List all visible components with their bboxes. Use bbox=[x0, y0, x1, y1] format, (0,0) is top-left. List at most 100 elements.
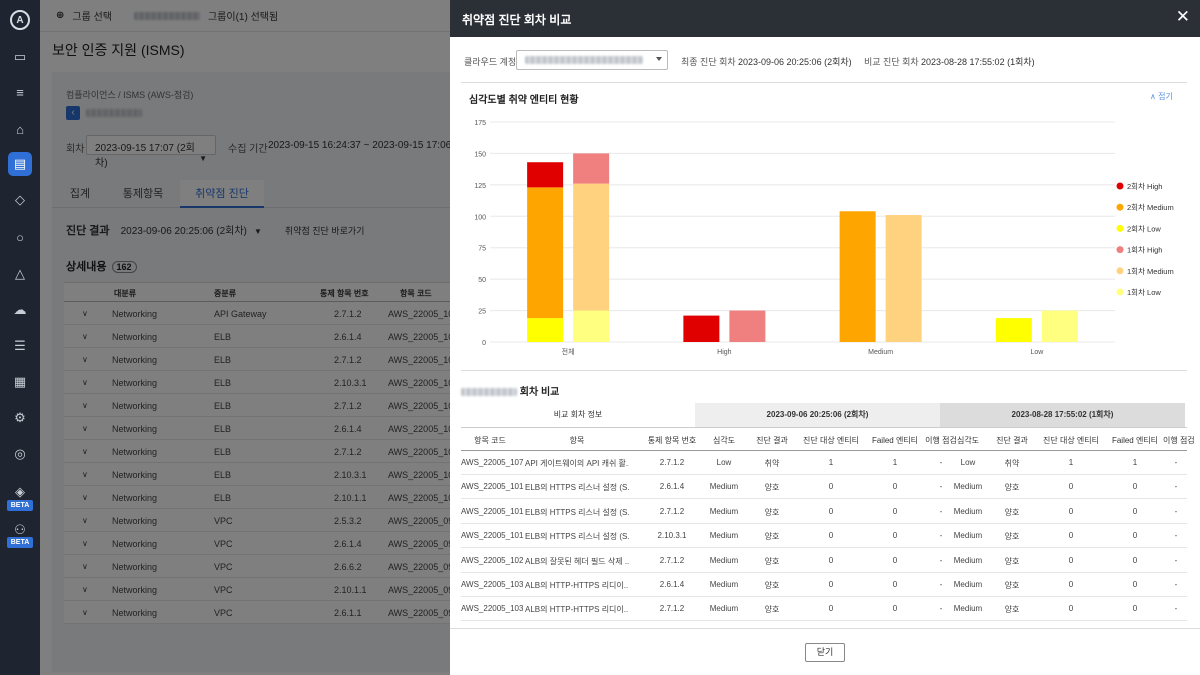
compare-cell: 0 bbox=[1068, 580, 1074, 589]
bar[interactable] bbox=[527, 187, 564, 319]
y-tick-label: 175 bbox=[474, 120, 486, 127]
compare-cell: Medium bbox=[953, 604, 983, 614]
close-button[interactable]: 닫기 bbox=[805, 643, 845, 662]
legend-label: 2회차 High bbox=[1127, 182, 1162, 191]
compare-cell: 양호 bbox=[1004, 556, 1020, 566]
compare-cell: 2.6.1.4 bbox=[659, 580, 685, 589]
compare-title: 회차 비교 bbox=[461, 383, 559, 398]
compare-cell: 0 bbox=[1132, 555, 1138, 565]
bar[interactable] bbox=[1041, 310, 1078, 342]
bar[interactable] bbox=[573, 183, 610, 311]
modal-footer bbox=[450, 628, 1200, 629]
bar[interactable] bbox=[885, 215, 922, 342]
bar[interactable] bbox=[683, 315, 720, 342]
group-header-latest: 2023-09-06 20:25:06 (2회차) bbox=[695, 403, 940, 427]
compare-cell: - bbox=[1174, 482, 1178, 492]
compare-cell: 양호 bbox=[1004, 507, 1020, 517]
fold-label: 접기 bbox=[1158, 92, 1173, 101]
document-icon[interactable]: ▤ bbox=[8, 152, 32, 176]
network-icon[interactable]: ⌂ bbox=[16, 121, 24, 137]
user-icon[interactable]: ⚇ bbox=[14, 522, 26, 537]
x-tick-label: High bbox=[717, 349, 732, 356]
list-icon[interactable]: ☰ bbox=[14, 338, 26, 353]
compare-row: AWS_22005_101 ELB의 HTTPS 리스너 설정 (S... 2.10… bbox=[461, 524, 1187, 549]
modal-overlay[interactable] bbox=[40, 0, 450, 675]
compare-cell: 양호 bbox=[1004, 605, 1020, 615]
cloud-icon[interactable]: ☁ bbox=[13, 302, 27, 317]
col-header: 항목 bbox=[569, 436, 585, 445]
compare-cell: Medium bbox=[709, 482, 739, 492]
compare-cell: 0 bbox=[828, 531, 834, 541]
compare-cell: 0 bbox=[892, 580, 898, 589]
modal-header: 취약점 진단 회차 비교 ✕ bbox=[450, 0, 1200, 37]
latest-value: 2023-09-06 20:25:06 (2회차) bbox=[738, 57, 852, 67]
compare-cell: 양호 bbox=[1004, 581, 1020, 590]
bar[interactable] bbox=[995, 318, 1032, 342]
bar[interactable] bbox=[573, 310, 610, 342]
compare-cell: ALB의 HTTP-HTTPS 리디이... bbox=[525, 605, 629, 615]
shield-icon[interactable]: ◇ bbox=[15, 192, 25, 207]
bar[interactable] bbox=[839, 211, 876, 342]
compare-cell: 0 bbox=[1132, 604, 1138, 614]
section-title: 심각도별 취약 엔티티 현황 bbox=[469, 95, 579, 106]
compare-cell: Medium bbox=[953, 482, 983, 492]
fold-button[interactable]: ∧ 접기 bbox=[1150, 91, 1173, 102]
account-select[interactable] bbox=[516, 50, 668, 70]
compare-cell: 0 bbox=[1132, 482, 1138, 492]
x-tick-label: Low bbox=[1030, 349, 1044, 356]
compare-cell: ALB의 잘못된 헤더 필드 삭제 ... bbox=[525, 556, 629, 566]
compare-cell: - bbox=[939, 458, 943, 467]
col-header: 통제 항목 번호 bbox=[647, 436, 697, 445]
compare-cell: 2.7.1.2 bbox=[659, 604, 685, 614]
compare-cell: - bbox=[1174, 531, 1178, 541]
chevron-down-icon bbox=[656, 57, 662, 61]
compare-cell: Medium bbox=[953, 506, 983, 516]
compare-cell: Medium bbox=[709, 555, 739, 565]
compare-cell: 1 bbox=[892, 458, 898, 467]
compare-cell: ELB의 HTTPS 리스너 설정 (S... bbox=[525, 532, 629, 542]
col-header: 진단 결과 bbox=[756, 436, 788, 445]
compare-row: AWS_22005_103 ALB의 HTTP-HTTPS 리디이... 2.6.1… bbox=[461, 573, 1187, 597]
compare-row: AWS_22005_103 ALB의 HTTP-HTTPS 리디이... 2.7.1… bbox=[461, 597, 1187, 622]
compare-cell: - bbox=[939, 482, 943, 492]
monitor-icon[interactable]: ▭ bbox=[13, 49, 27, 64]
bar[interactable] bbox=[573, 153, 610, 184]
compare-cell: 양호 bbox=[764, 507, 780, 517]
compare-cell: 0 bbox=[892, 604, 898, 614]
col-header: 진단 대상 엔티티 bbox=[803, 436, 859, 445]
compare-col-headers: 항목 코드 항목 통제 항목 번호 심각도 진단 결과 진단 대상 엔티티 Failed 엔… bbox=[461, 427, 1195, 451]
bar[interactable] bbox=[729, 310, 766, 342]
database-icon[interactable]: ≡ bbox=[16, 84, 24, 100]
compare-cell: - bbox=[939, 506, 943, 516]
gear-icon[interactable]: ⚙ bbox=[14, 410, 26, 425]
cube-icon[interactable]: ◈ bbox=[15, 484, 25, 499]
compare-cell: - bbox=[1174, 458, 1178, 467]
compare-cell: ELB의 HTTPS 리스너 설정 (S... bbox=[525, 483, 629, 493]
legend-swatch bbox=[1116, 203, 1124, 211]
col-header: Failed 엔티티 bbox=[871, 436, 919, 445]
bar[interactable] bbox=[527, 318, 564, 342]
compare-cell: 0 bbox=[892, 506, 898, 516]
bar[interactable] bbox=[527, 162, 564, 188]
compare-cell: Medium bbox=[709, 506, 739, 516]
compare-cell: 0 bbox=[892, 555, 898, 565]
close-icon[interactable]: ✕ bbox=[1175, 7, 1190, 26]
compare-cell: 2.10.3.1 bbox=[657, 531, 687, 541]
y-tick-label: 0 bbox=[482, 340, 486, 347]
compare-modal: 취약점 진단 회차 비교 ✕ 클라우드 계정 최종 진단 회차 2023-09-… bbox=[450, 0, 1200, 675]
compare-cell: 2.7.1.2 bbox=[659, 506, 685, 516]
compare-cell: 취약 bbox=[764, 459, 780, 468]
report-icon[interactable]: ▦ bbox=[13, 374, 27, 389]
compare-value: 2023-08-28 17:55:02 (1회차) bbox=[921, 57, 1035, 67]
compare-cell: 0 bbox=[1068, 506, 1074, 516]
compare-cell: - bbox=[939, 555, 943, 565]
lock-icon[interactable]: ◎ bbox=[14, 446, 26, 461]
search-icon[interactable]: ○ bbox=[16, 229, 24, 245]
compare-cell: API 게이트웨이의 API 캐쉬 활... bbox=[525, 459, 629, 468]
redacted-account bbox=[525, 56, 643, 64]
compare-cell: Low bbox=[960, 458, 976, 467]
compare-cell: 양호 bbox=[1004, 532, 1020, 542]
app-logo[interactable]: A bbox=[10, 10, 30, 30]
alarm-icon[interactable]: △ bbox=[15, 266, 25, 281]
compare-cell: 양호 bbox=[764, 605, 780, 615]
